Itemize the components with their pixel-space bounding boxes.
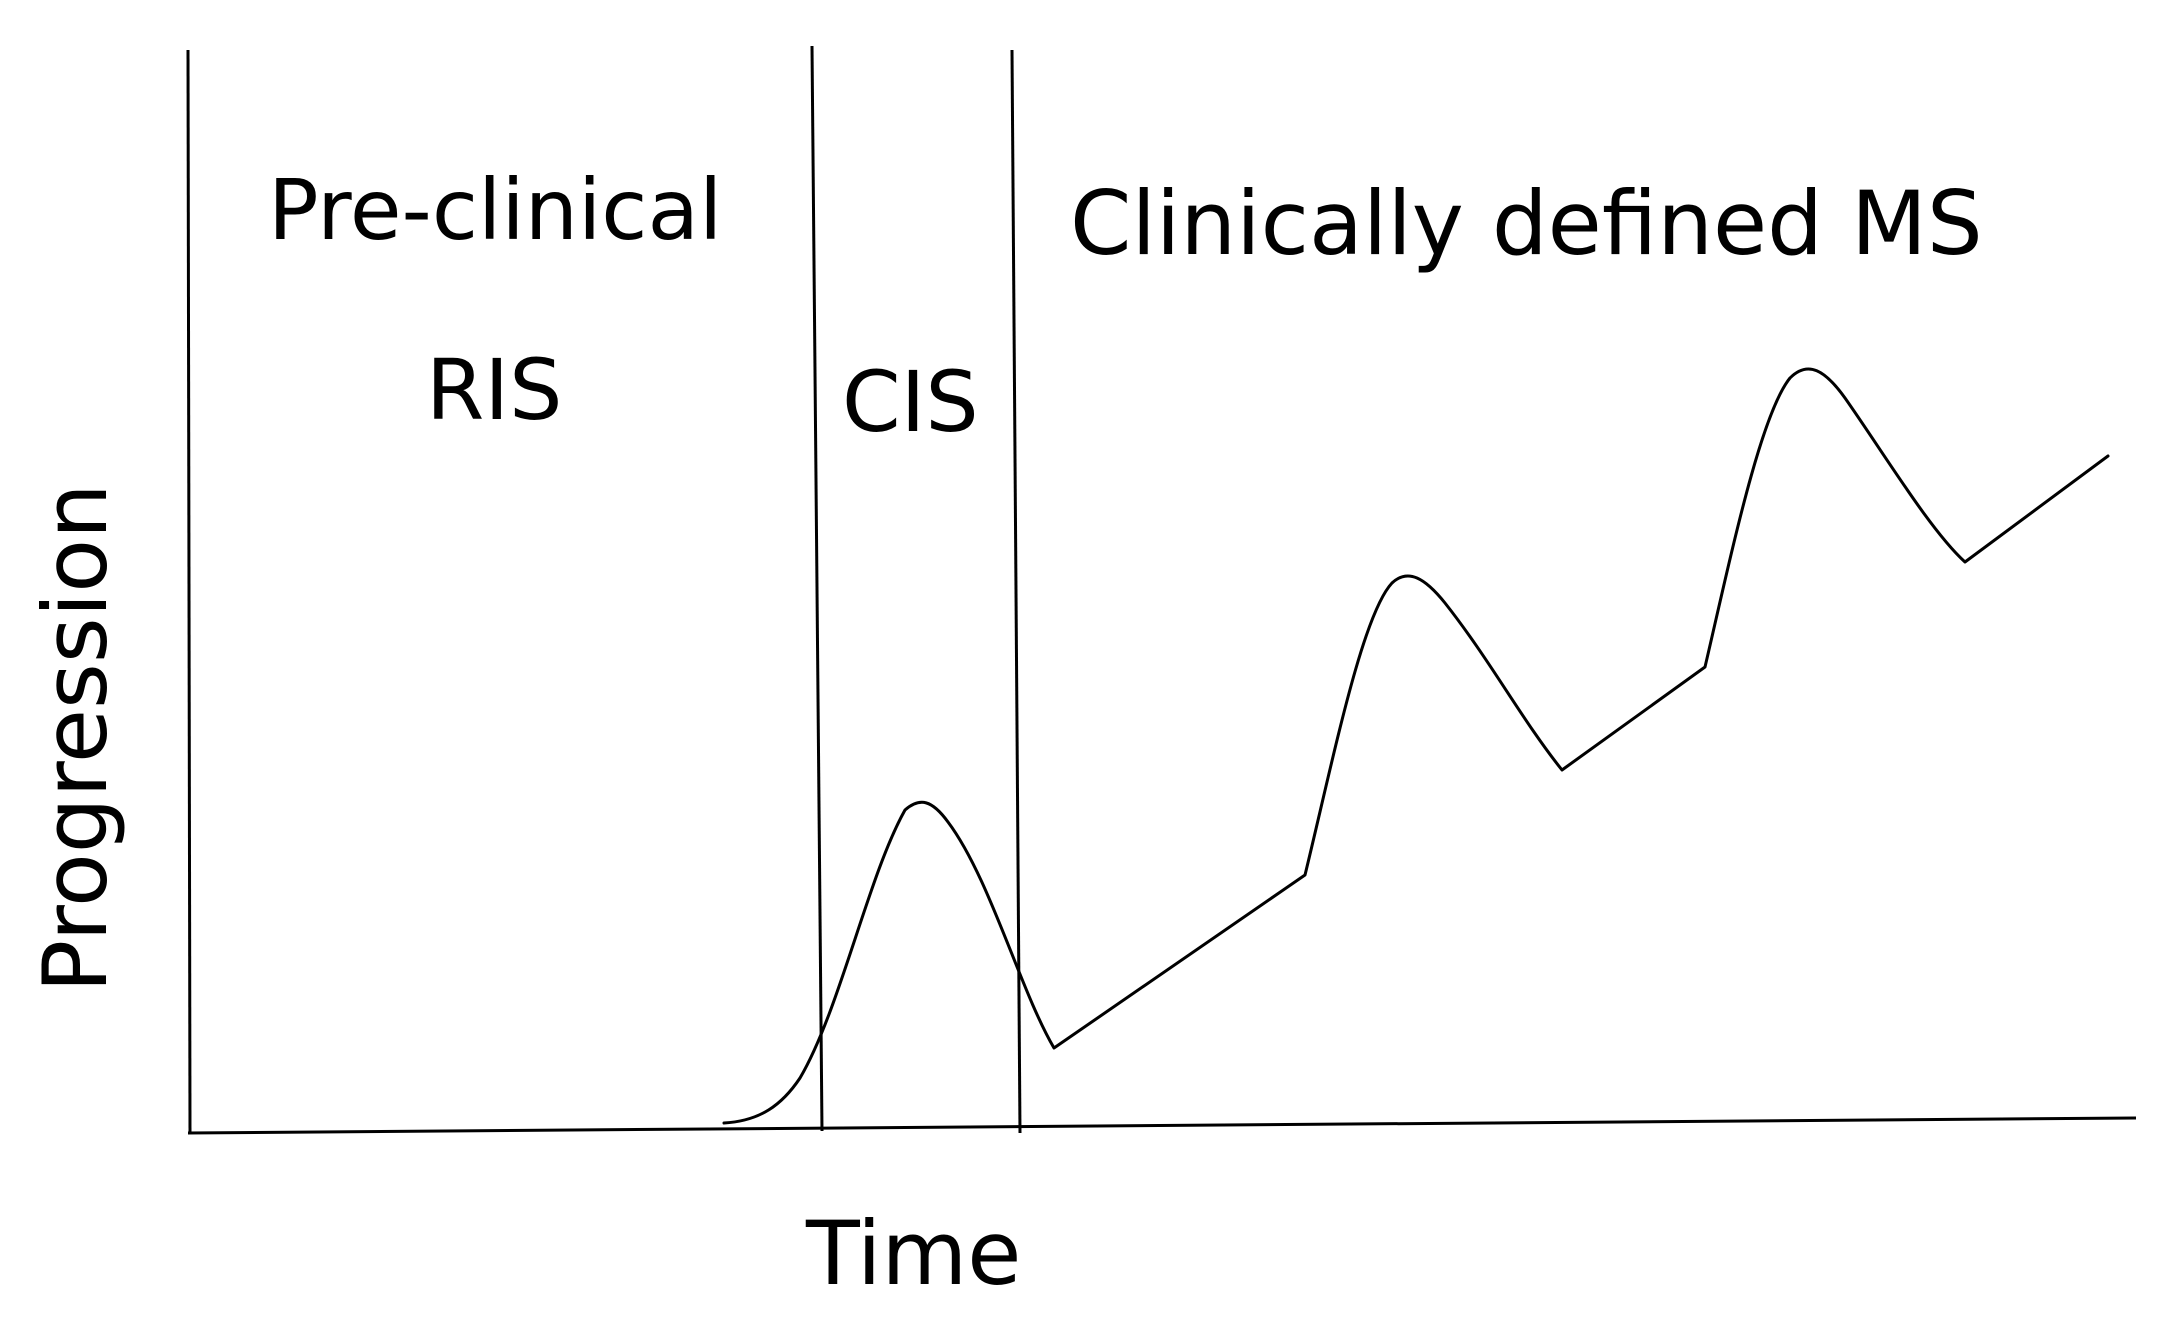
divider-ris-cis [810, 45, 824, 1132]
phase-label-preclinical: Pre-clinical [268, 161, 723, 259]
phase-label-clinically-defined-ms: Clinically defined MS [1070, 172, 1983, 275]
x-axis-label: Time [806, 1202, 1022, 1305]
x-axis-line [187, 1116, 2137, 1135]
divider-cis-ms [1010, 49, 1022, 1134]
y-axis-line [186, 49, 192, 1134]
phase-label-cis: CIS [842, 353, 979, 451]
phase-label-ris: RIS [426, 341, 563, 439]
y-axis-label: Progression [24, 483, 127, 993]
progression-curve [722, 367, 2110, 1125]
